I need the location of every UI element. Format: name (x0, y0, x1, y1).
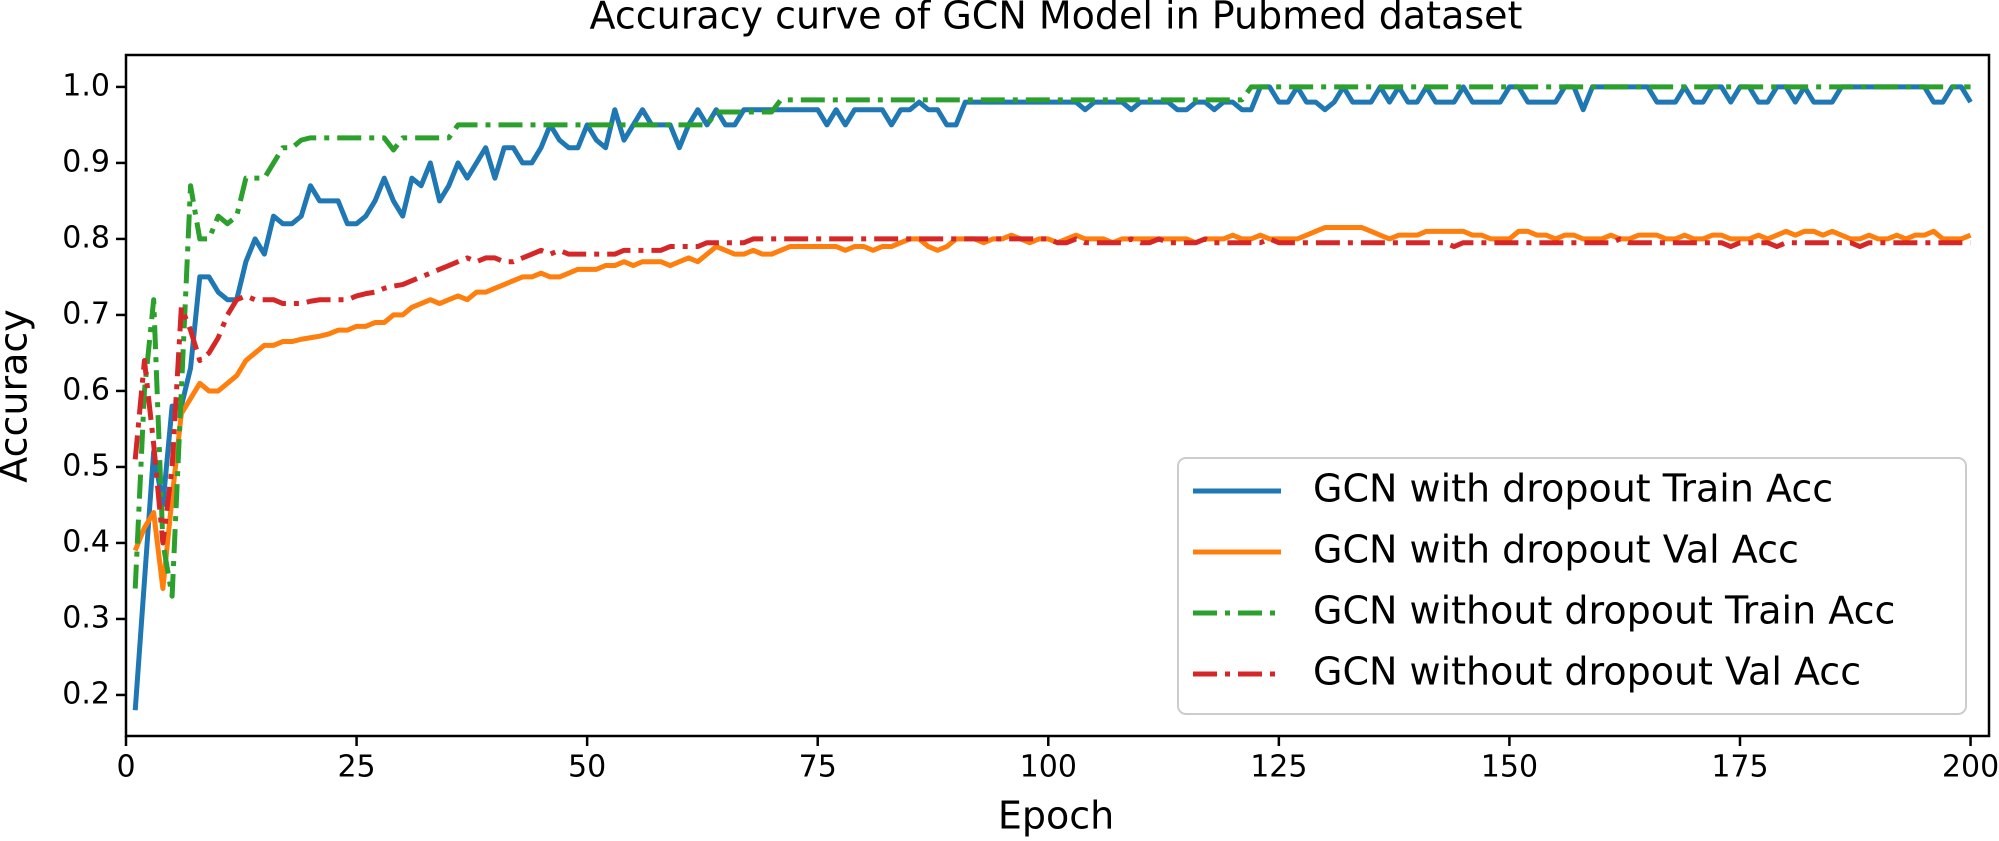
x-tick-label: 175 (1711, 750, 1768, 785)
legend-label: GCN with dropout Val Acc (1313, 528, 1799, 572)
x-tick-label: 50 (568, 750, 606, 785)
series-line (132, 225, 1972, 592)
plot-frame (124, 53, 1991, 738)
x-tick-label: 75 (799, 750, 837, 785)
x-tick-label: 125 (1250, 750, 1307, 785)
x-tick-label: 0 (116, 750, 135, 785)
y-tick-label: 0.5 (62, 448, 110, 483)
x-tick-label: 100 (1020, 750, 1077, 785)
x-axis-label: Epoch (998, 794, 1114, 838)
y-tick-label: 0.8 (62, 220, 110, 255)
y-tick-label: 0.9 (62, 144, 110, 179)
legend-label: GCN without dropout Val Acc (1313, 650, 1861, 694)
legend-label: GCN without dropout Train Acc (1313, 589, 1895, 633)
x-tick-label: 200 (1942, 750, 1999, 785)
series-line (132, 236, 1971, 546)
y-tick-label: 0.7 (62, 296, 110, 331)
y-tick-label: 0.6 (62, 372, 110, 407)
y-axis-label: Accuracy (0, 309, 36, 483)
y-tick-label: 0.4 (62, 524, 110, 559)
series-line (132, 84, 1973, 711)
chart-title: Accuracy curve of GCN Model in Pubmed da… (590, 0, 1523, 38)
x-tick-label: 25 (337, 750, 375, 785)
legend-label: GCN with dropout Train Acc (1313, 467, 1833, 511)
y-tick-label: 0.3 (62, 600, 110, 635)
series-line (132, 84, 1971, 599)
legend-frame (1177, 457, 1967, 715)
x-tick-label: 150 (1481, 750, 1538, 785)
y-tick-label: 1.0 (62, 68, 110, 103)
y-tick-label: 0.2 (62, 676, 110, 711)
